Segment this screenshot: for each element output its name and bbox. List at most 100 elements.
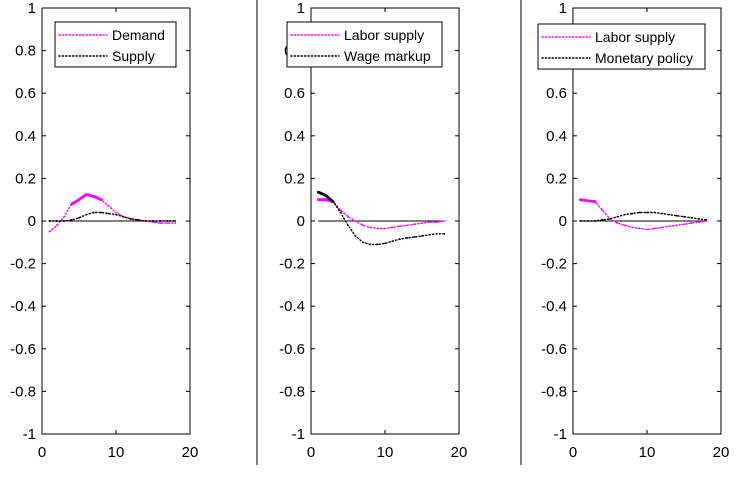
data-point <box>70 219 73 221</box>
legend: Labor supply Wage markup <box>286 21 443 68</box>
data-point <box>646 228 648 231</box>
data-point <box>174 220 177 222</box>
legend-label: Labor supply <box>344 27 424 43</box>
data-point <box>324 198 327 201</box>
y-tick-label: -0.4 <box>541 298 567 315</box>
chart-panel-3: -1-0.8-0.6-0.4-0.200.20.40.60.8101020Lab… <box>537 0 729 461</box>
data-point <box>616 215 619 218</box>
data-point <box>78 216 80 219</box>
data-point <box>660 212 663 215</box>
y-tick-label: 0.6 <box>15 85 36 102</box>
data-point <box>369 243 372 246</box>
data-point <box>100 211 103 214</box>
data-point <box>683 223 685 226</box>
legend-label: Labor supply <box>595 29 675 45</box>
data-point <box>631 212 634 215</box>
data-point <box>638 227 641 230</box>
y-tick-label: 0.2 <box>546 170 567 187</box>
data-point <box>354 220 357 222</box>
y-tick-label: 0.6 <box>546 85 567 102</box>
y-tick-label: 1 <box>559 0 567 17</box>
data-point <box>137 219 140 221</box>
y-tick-label: -0.2 <box>10 256 36 273</box>
data-point <box>48 230 51 233</box>
y-tick-label: 0.6 <box>284 85 305 102</box>
y-tick-label: 0.4 <box>15 128 36 145</box>
data-point <box>653 211 656 214</box>
y-tick-label: -0.4 <box>279 298 305 315</box>
data-point <box>594 220 597 222</box>
data-point <box>675 224 678 227</box>
legend-box <box>286 21 443 68</box>
data-point <box>435 232 438 235</box>
data-point <box>317 191 320 194</box>
data-point <box>63 220 66 222</box>
x-tick-label: 10 <box>639 444 656 461</box>
data-point <box>391 226 394 229</box>
y-tick-label: -0.6 <box>279 341 305 358</box>
x-tick-label: 20 <box>451 444 468 461</box>
data-point <box>413 223 416 226</box>
data-point <box>369 226 372 229</box>
data-point <box>406 237 409 239</box>
x-tick-label: 10 <box>377 444 394 461</box>
y-tick-label: 1 <box>28 0 36 17</box>
y-tick-label: -1 <box>23 426 36 443</box>
data-point <box>391 240 394 243</box>
y-tick-label: -0.8 <box>279 383 305 400</box>
x-tick-label: 10 <box>108 444 125 461</box>
data-point <box>159 220 162 222</box>
data-point <box>668 225 671 228</box>
data-point <box>616 222 619 225</box>
data-point <box>697 221 700 223</box>
y-tick-label: -1 <box>292 426 305 443</box>
series-line-2 <box>48 211 176 222</box>
data-point <box>384 242 386 245</box>
data-point <box>144 220 147 222</box>
data-point <box>317 198 320 201</box>
data-point <box>129 217 132 220</box>
chart-panel-1: -1-0.8-0.6-0.4-0.200.20.40.60.810 10 20Dem… <box>10 0 198 461</box>
data-point <box>55 220 58 222</box>
series-line-1 <box>317 198 445 230</box>
data-point <box>705 219 708 221</box>
data-point <box>623 224 626 227</box>
data-point <box>48 220 51 222</box>
y-tick-label: -0.6 <box>10 341 36 358</box>
data-point <box>660 226 663 229</box>
data-point <box>361 241 364 244</box>
legend-label: Supply <box>112 48 155 64</box>
x-tick-label: 20 <box>182 444 199 461</box>
data-point <box>347 215 349 218</box>
data-point <box>361 224 364 227</box>
data-point <box>324 194 327 197</box>
data-point <box>376 243 379 246</box>
data-point <box>107 205 110 207</box>
data-point <box>70 203 73 205</box>
data-point <box>443 220 446 222</box>
y-tick-label: 0.2 <box>284 170 305 187</box>
y-tick-label: 1 <box>297 0 305 17</box>
x-tick-label: 0 <box>569 444 577 461</box>
data-point <box>586 199 589 202</box>
data-point <box>697 217 700 220</box>
y-tick-label: -0.2 <box>279 256 305 273</box>
y-tick-label: -0.8 <box>541 383 567 400</box>
data-point <box>339 211 342 214</box>
data-point <box>63 215 66 218</box>
chart-panel-2: -1-0.8-0.6-0.4-0.200.20.40.60.8101020Lab… <box>279 0 467 461</box>
data-point <box>586 220 589 222</box>
data-point <box>398 225 401 228</box>
data-point <box>690 216 693 219</box>
x-tick-label: 0 <box>38 444 46 461</box>
y-tick-label: 0.4 <box>284 128 305 145</box>
y-tick-label: -0.6 <box>541 341 567 358</box>
data-point <box>115 213 117 216</box>
data-point <box>92 195 95 198</box>
data-point <box>398 238 401 241</box>
data-point <box>152 220 154 222</box>
y-tick-label: 0 <box>559 213 567 230</box>
y-tick-label: 0 <box>297 213 305 230</box>
